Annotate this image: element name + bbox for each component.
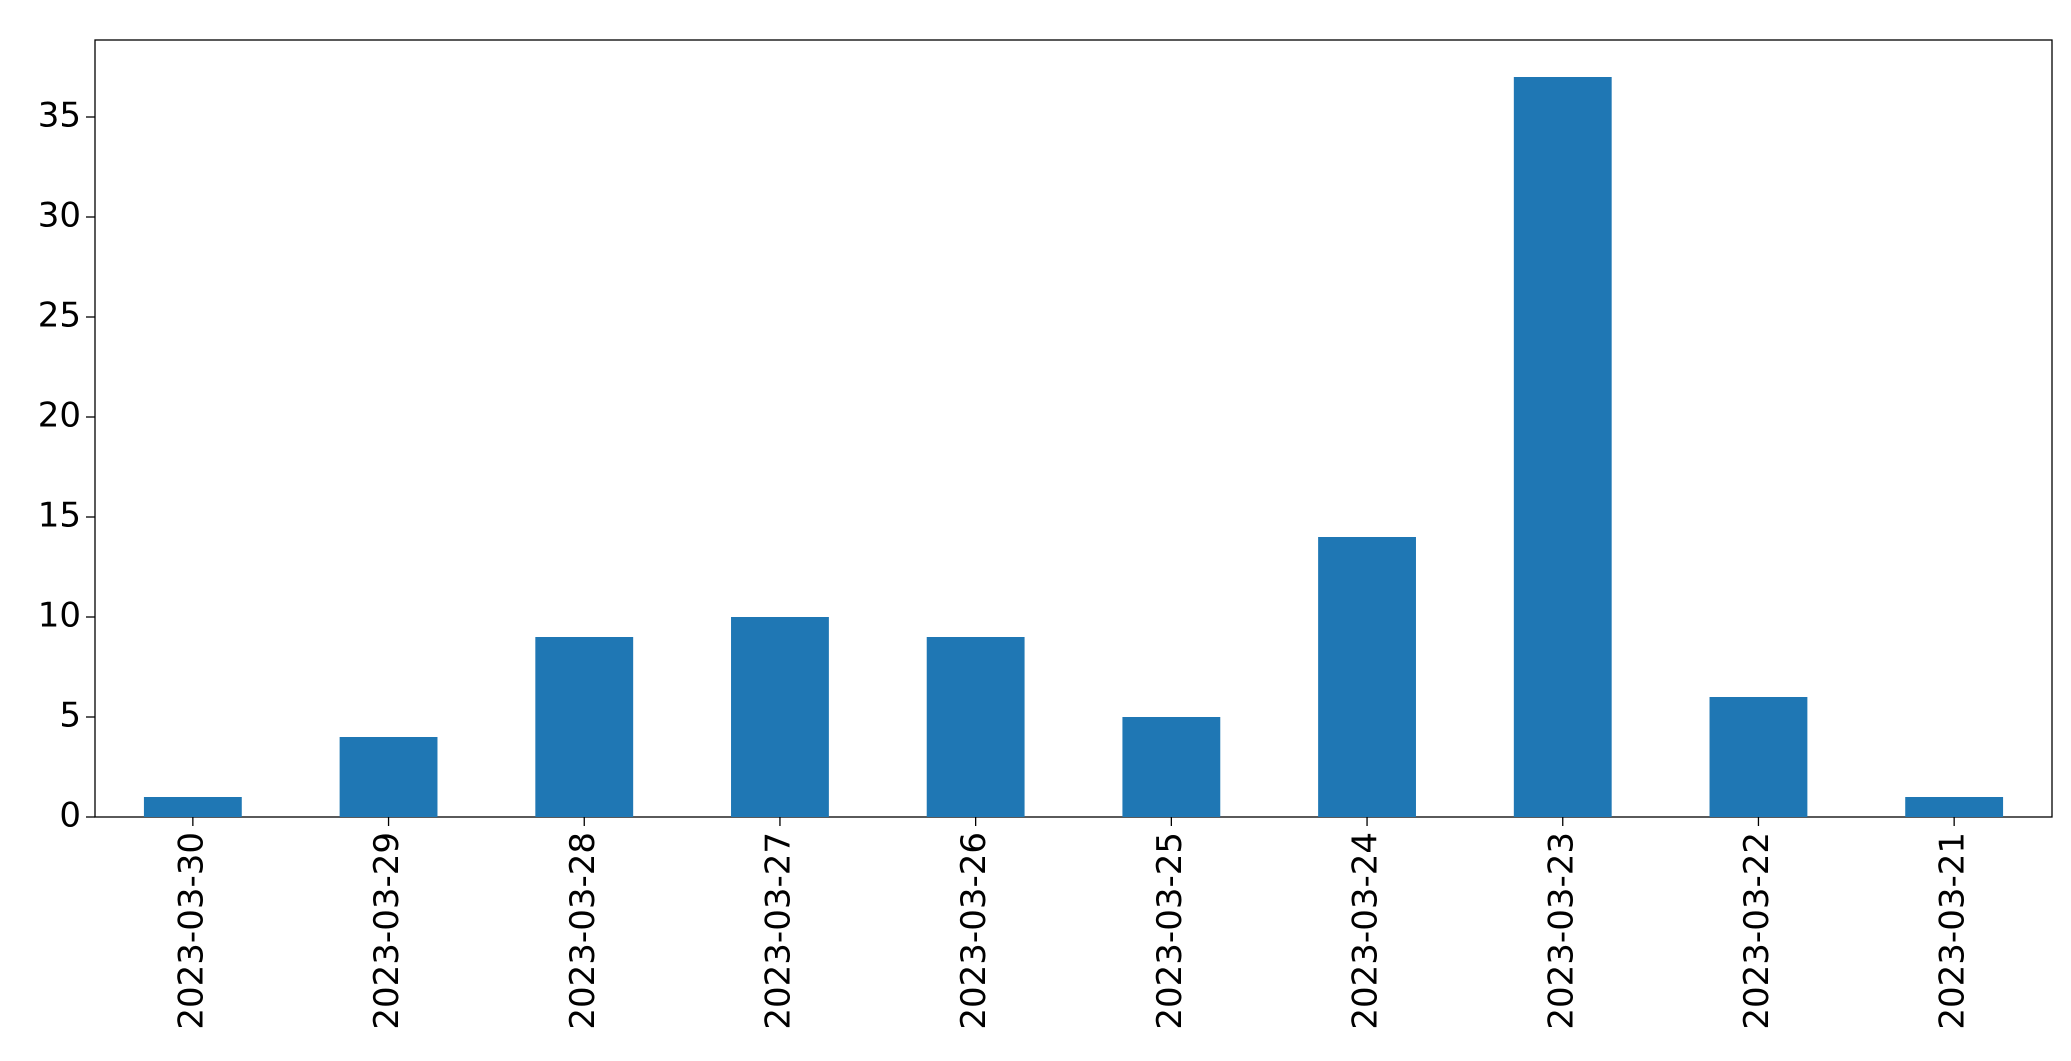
x-tick-label: 2023-03-24: [1346, 832, 1386, 1030]
x-tick-label: 2023-03-22: [1737, 832, 1777, 1030]
y-tick-label: 35: [38, 96, 81, 136]
y-tick-label: 20: [38, 396, 81, 436]
plot-frame: [94, 39, 2053, 818]
bar: [1318, 537, 1416, 817]
bar: [1513, 77, 1612, 817]
y-tick-label: 5: [59, 696, 81, 736]
y-tick-label: 10: [38, 596, 81, 636]
y-tick-label: 15: [38, 496, 81, 536]
bar: [1709, 697, 1808, 817]
x-tick-label: 2023-03-21: [1933, 832, 1973, 1030]
bar: [1122, 717, 1221, 817]
y-tick-label: 25: [38, 296, 81, 336]
x-tick-label: 2023-03-23: [1541, 832, 1581, 1030]
x-tick-label: 2023-03-30: [171, 832, 211, 1030]
x-tick-label: 2023-03-26: [954, 832, 994, 1030]
x-tick-label: 2023-03-27: [758, 832, 798, 1030]
bar: [143, 797, 242, 817]
y-tick-label: 0: [59, 796, 81, 836]
y-tick-label: 30: [38, 196, 81, 236]
bar: [339, 737, 438, 817]
bar: [1905, 797, 2004, 817]
x-tick-label: 2023-03-25: [1150, 832, 1190, 1030]
x-tick-label: 2023-03-28: [563, 832, 603, 1030]
bar: [535, 637, 634, 817]
bar: [926, 637, 1025, 817]
x-tick-label: 2023-03-29: [367, 832, 407, 1030]
bar: [731, 617, 829, 817]
